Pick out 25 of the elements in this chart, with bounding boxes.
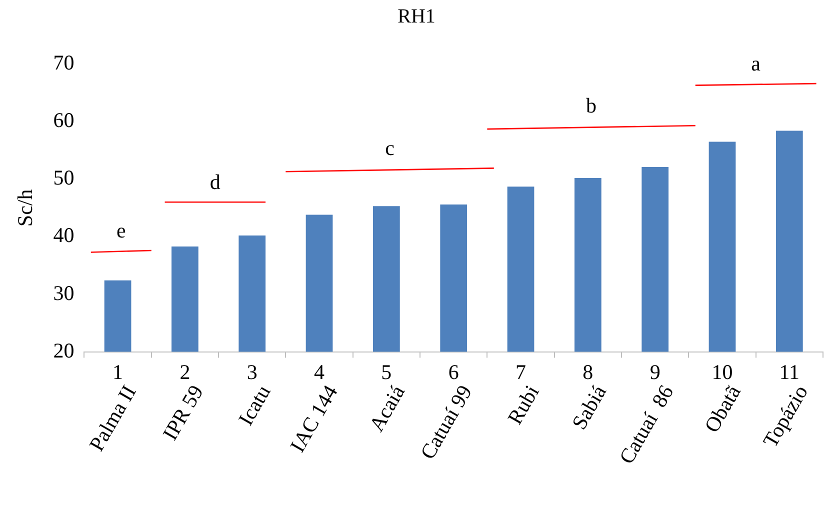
y-tick-label: 30: [53, 280, 74, 305]
x-tick-label: 8: [582, 360, 594, 384]
series-label: a: [751, 52, 762, 76]
y-tick-label: 50: [53, 166, 74, 190]
x-tick-label: 5: [381, 360, 392, 384]
y-tick-label: 60: [53, 108, 74, 132]
x-tick-label: 11: [779, 360, 800, 384]
x-tick-label: 6: [448, 360, 459, 384]
chart-title: RH1: [398, 5, 436, 28]
x-tick-label: 10: [712, 360, 733, 384]
y-tick-label: 40: [53, 223, 74, 248]
series-label: c: [385, 136, 394, 160]
x-tick-label: 9: [650, 360, 660, 384]
series-label: e: [116, 218, 126, 243]
series-label: b: [586, 94, 597, 118]
x-tick-label: 7: [516, 360, 526, 384]
series-label: d: [210, 170, 221, 194]
x-tick-label: 2: [180, 360, 190, 384]
x-tick-label: 3: [246, 360, 258, 384]
x-tick-label: 1: [112, 360, 124, 384]
x-tick-label: 4: [314, 360, 326, 384]
y-axis-title: Sc/h: [13, 188, 38, 227]
y-tick-label: 20: [53, 338, 74, 362]
y-tick-label: 70: [53, 50, 74, 75]
text: IPR 59: [158, 381, 208, 444]
